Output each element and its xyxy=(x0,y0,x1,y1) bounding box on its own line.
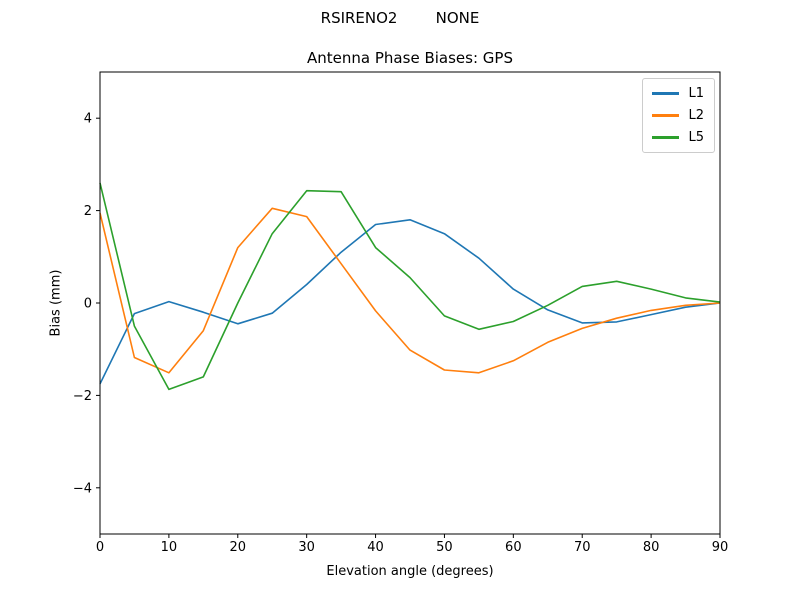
x-tick-label: 10 xyxy=(161,540,178,555)
y-tick-label: 0 xyxy=(84,297,92,312)
legend: L1 L2 L5 xyxy=(642,78,715,153)
legend-item-l2: L2 xyxy=(652,108,704,123)
x-tick-label: 80 xyxy=(643,540,660,555)
x-tick-label: 20 xyxy=(230,540,247,555)
x-tick-label: 70 xyxy=(574,540,591,555)
legend-label-l5: L5 xyxy=(688,130,704,145)
y-tick-label: −4 xyxy=(73,481,92,496)
legend-swatch-l5 xyxy=(652,136,680,139)
figure-suptitle: RSIRENO2 NONE xyxy=(320,9,480,27)
legend-item-l5: L5 xyxy=(652,130,704,145)
x-tick-label: 60 xyxy=(505,540,522,555)
legend-item-l1: L1 xyxy=(652,86,704,101)
x-tick-label: 0 xyxy=(96,540,104,555)
series-line-l1 xyxy=(99,219,721,385)
y-axis-label: Bias (mm) xyxy=(48,269,64,337)
legend-label-l2: L2 xyxy=(688,108,704,123)
legend-label-l1: L1 xyxy=(688,86,704,101)
series-line-l5 xyxy=(99,182,721,391)
x-tick-label: 40 xyxy=(367,540,384,555)
x-axis-label: Elevation angle (degrees) xyxy=(326,564,494,579)
axes-frame xyxy=(99,71,721,535)
y-tick-label: −2 xyxy=(73,389,92,404)
legend-swatch-l2 xyxy=(652,114,680,117)
series-line-l2 xyxy=(99,207,721,374)
legend-swatch-l1 xyxy=(652,92,680,95)
x-tick-label: 50 xyxy=(436,540,453,555)
chart-title: Antenna Phase Biases: GPS xyxy=(307,49,513,67)
x-tick-label: 90 xyxy=(712,540,729,555)
y-tick-label: 4 xyxy=(84,112,92,127)
x-tick-label: 30 xyxy=(298,540,315,555)
y-tick-label: 2 xyxy=(84,204,92,219)
